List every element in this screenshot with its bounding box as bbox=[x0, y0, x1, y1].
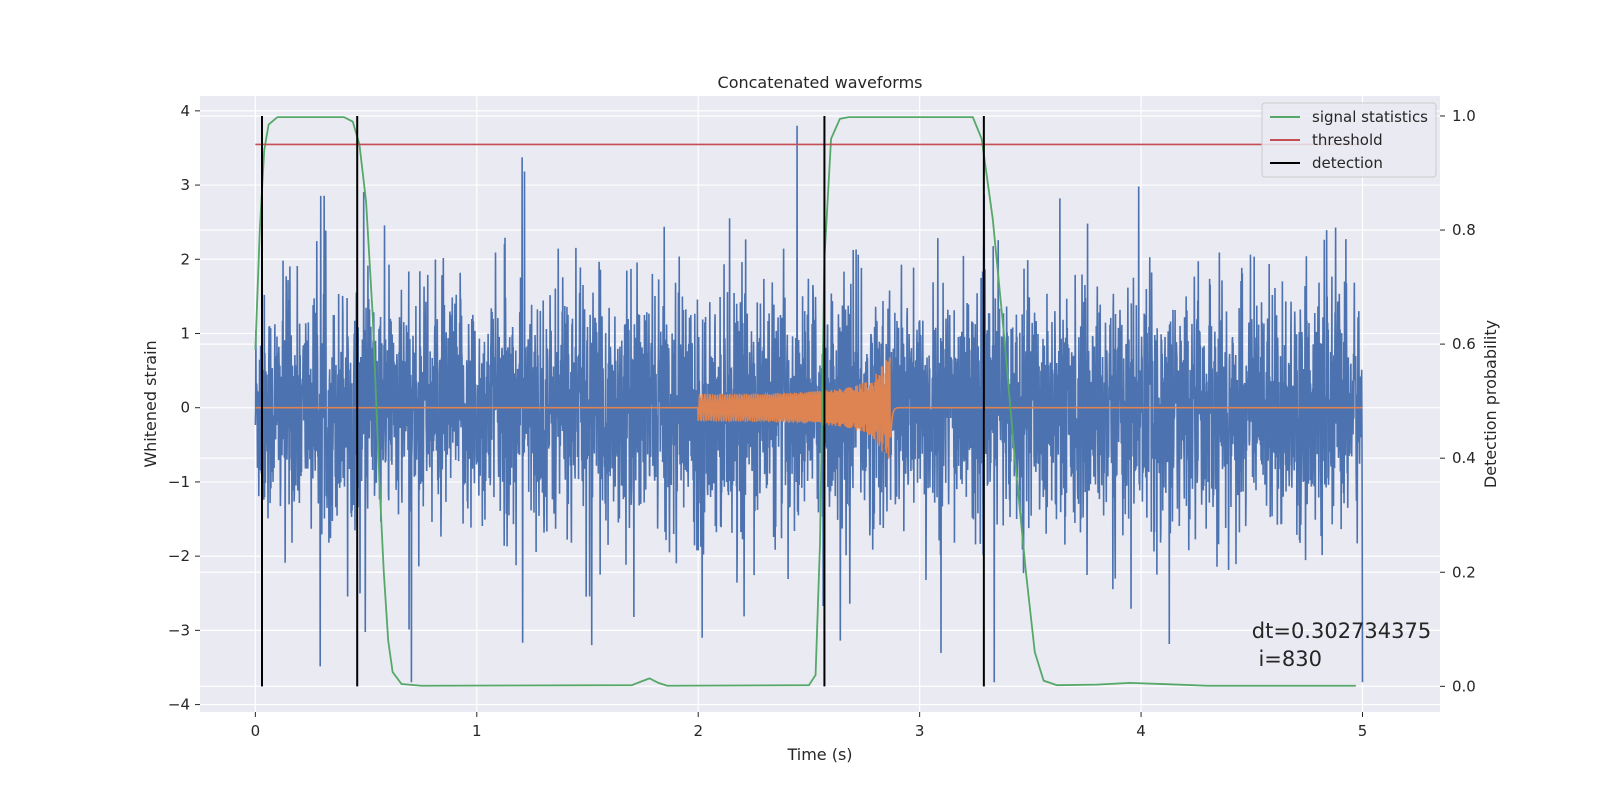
y-left-tick-label: 0 bbox=[180, 399, 190, 417]
y-left-tick-label: −2 bbox=[168, 547, 190, 565]
y-right-tick-label: 0.2 bbox=[1452, 563, 1476, 581]
x-tick-label: 0 bbox=[251, 722, 261, 740]
y-left-tick-label: 2 bbox=[180, 250, 190, 268]
y-left-tick-label: −3 bbox=[168, 621, 190, 639]
x-tick-label: 1 bbox=[472, 722, 482, 740]
legend-label: threshold bbox=[1312, 131, 1383, 149]
chart-title: Concatenated waveforms bbox=[718, 73, 923, 92]
legend-label: detection bbox=[1312, 154, 1383, 172]
x-tick-label: 5 bbox=[1358, 722, 1368, 740]
y-right-tick-label: 0.0 bbox=[1452, 677, 1476, 695]
ticks: 0 1 2 3 4 5 −4 −3 −2 −1 0 1 2 3 4 0.0 0.2 0.4 0.6 0.8 1.0 bbox=[168, 102, 1476, 740]
legend-box bbox=[1261, 102, 1437, 178]
series-layer bbox=[254, 115, 1364, 687]
series-signal-statistics-line bbox=[254, 116, 1356, 687]
legend: signal statistics threshold detection bbox=[1261, 102, 1437, 178]
y-axis-left-label: Whitened strain bbox=[141, 340, 160, 467]
y-left-tick-label: 3 bbox=[180, 176, 190, 194]
y-left-tick-label: −1 bbox=[168, 473, 190, 491]
y-axis-right-label: Detection probability bbox=[1481, 320, 1500, 488]
x-axis-label: Time (s) bbox=[786, 745, 852, 764]
y-left-tick-label: 1 bbox=[180, 324, 190, 342]
annotation-group: dt=0.302734375 i=830 bbox=[1252, 619, 1431, 671]
annotation-text: i=830 bbox=[1252, 647, 1322, 671]
y-right-tick-label: 0.6 bbox=[1452, 335, 1476, 353]
x-tick-label: 3 bbox=[915, 722, 925, 740]
y-right-tick-label: 0.4 bbox=[1452, 449, 1476, 467]
y-right-tick-label: 0.8 bbox=[1452, 221, 1476, 239]
annotation-text: dt=0.302734375 bbox=[1252, 619, 1431, 643]
x-tick-label: 2 bbox=[693, 722, 703, 740]
y-left-tick-label: 4 bbox=[180, 102, 190, 120]
legend-label: signal statistics bbox=[1312, 108, 1428, 126]
y-right-tick-label: 1.0 bbox=[1452, 107, 1476, 125]
series-injection-line bbox=[255, 357, 1363, 459]
x-tick-label: 4 bbox=[1136, 722, 1146, 740]
y-left-tick-label: −4 bbox=[168, 696, 190, 714]
series-strain-line bbox=[254, 125, 1364, 683]
